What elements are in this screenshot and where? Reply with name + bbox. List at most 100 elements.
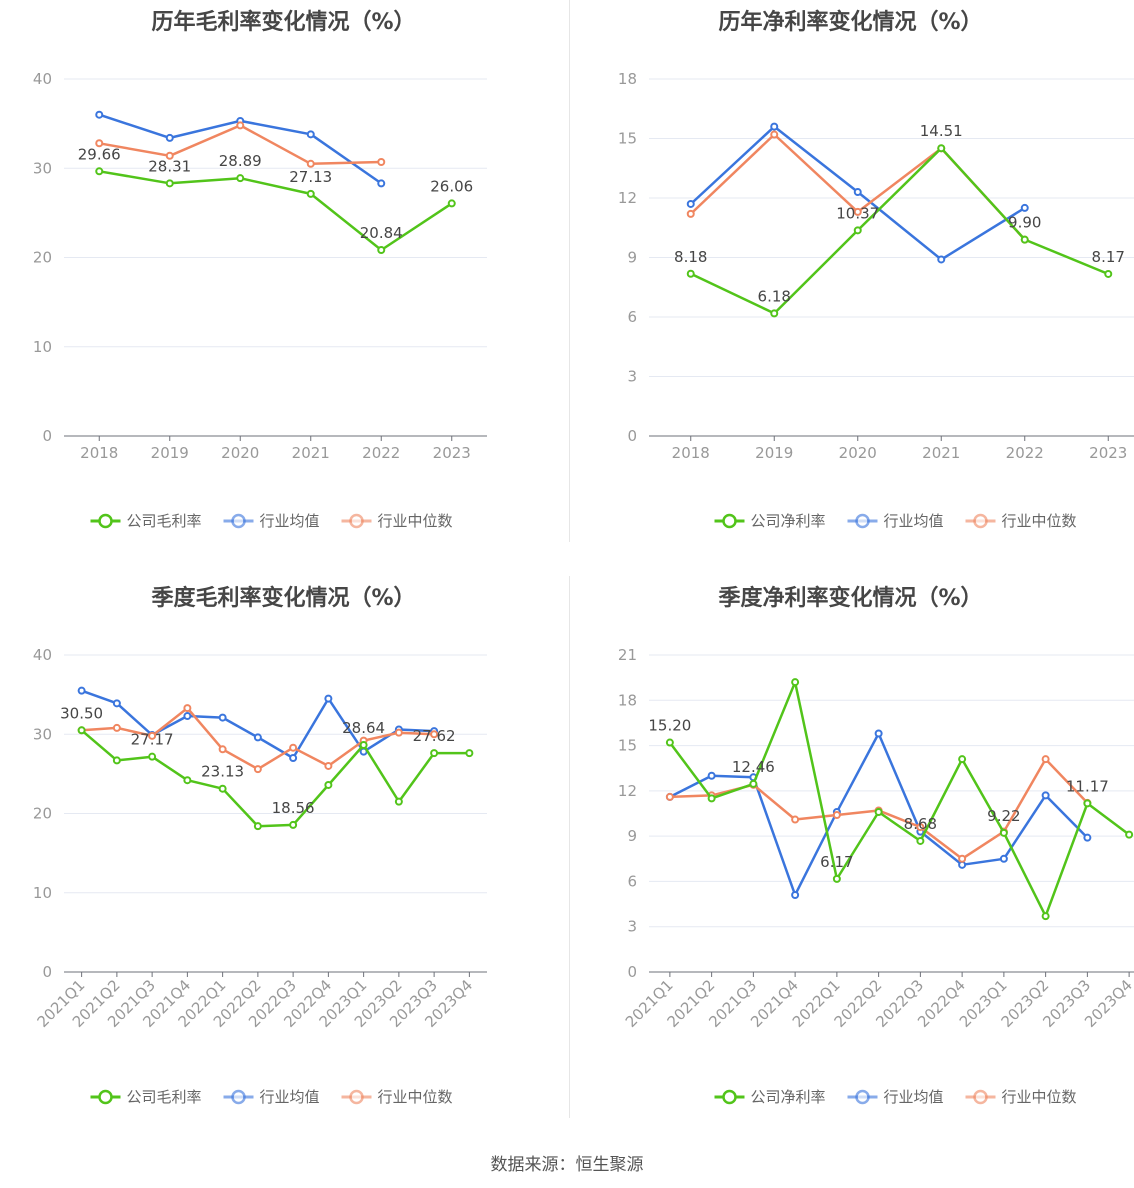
data-label: 8.17 (1092, 248, 1125, 266)
y-tick-label: 30 (33, 159, 52, 177)
x-tick-label: 2018 (672, 444, 710, 462)
chart-title: 季度净利率变化情况（%） (718, 586, 983, 611)
y-tick-label: 0 (627, 427, 637, 445)
panel-divider-bottom (569, 576, 570, 1118)
data-point (95, 139, 104, 148)
data-point (749, 779, 758, 788)
data-point (112, 756, 121, 765)
legend-item: 公司毛利率 (90, 512, 202, 530)
data-point (377, 246, 386, 255)
x-tick-label: 2018 (80, 444, 118, 462)
data-point (148, 731, 157, 740)
legend-label: 行业均值 (260, 512, 320, 530)
chart-title: 历年毛利率变化情况（%） (151, 10, 416, 35)
series-line (668, 680, 1130, 918)
data-point (707, 771, 716, 780)
x-tick-label: 2020 (221, 444, 259, 462)
legend-marker (98, 1089, 113, 1105)
data-point (937, 144, 946, 153)
data-label: 28.64 (342, 719, 385, 737)
y-tick-label: 15 (618, 130, 637, 148)
legend-item: 行业均值 (223, 512, 320, 530)
data-point (1041, 755, 1050, 764)
legend-item: 行业均值 (223, 1088, 320, 1106)
data-point (958, 854, 967, 863)
data-point (686, 269, 695, 278)
legend-label: 公司毛利率 (127, 1088, 202, 1106)
legend-item: 行业中位数 (341, 1088, 453, 1106)
data-label: 20.84 (360, 224, 403, 242)
legend-item: 行业中位数 (965, 512, 1077, 530)
data-point (770, 122, 779, 131)
data-point (1041, 912, 1050, 921)
data-point (707, 794, 716, 803)
data-point (324, 694, 333, 703)
data-point (770, 130, 779, 139)
data-label: 9.90 (1008, 214, 1041, 232)
chart-panel-annual-net-margin: 历年净利率变化情况（%） 0 3 6 9 12 15 18 2018 2019 2020 2021 2… (567, 0, 1134, 576)
legend-marker (231, 1089, 246, 1105)
data-label: 18.56 (272, 799, 315, 817)
data-point (253, 822, 262, 831)
chart-title: 季度毛利率变化情况（%） (151, 586, 416, 611)
data-point (165, 179, 174, 188)
y-tick-label: 10 (33, 338, 52, 356)
data-point (1083, 799, 1092, 808)
data-label: 6.17 (820, 853, 853, 871)
data-point (253, 733, 262, 742)
data-point (465, 749, 474, 758)
y-tick-label: 40 (33, 70, 52, 88)
data-point (1125, 830, 1134, 839)
data-point (183, 712, 192, 721)
chart-svg: 0 3 6 9 12 15 18 2018 2019 2020 2021 2022 2023 8.18 6.… (618, 70, 1134, 530)
data-point (430, 749, 439, 758)
data-point (832, 874, 841, 883)
data-point (999, 828, 1008, 837)
data-point (77, 726, 86, 735)
data-point (686, 209, 695, 218)
legend-marker (855, 1089, 870, 1105)
data-point (665, 792, 674, 801)
data-point (289, 743, 298, 752)
data-point (324, 780, 333, 789)
x-tick-label: 2020 (839, 444, 877, 462)
legend-marker (722, 513, 737, 529)
data-point (236, 121, 245, 130)
data-label: 14.51 (920, 122, 963, 140)
data-point (791, 891, 800, 900)
data-point (1020, 203, 1029, 212)
y-tick-label: 40 (33, 646, 52, 664)
legend-item: 公司净利率 (714, 1088, 826, 1106)
data-label: 8.18 (674, 248, 707, 266)
data-point (77, 686, 86, 695)
x-tick-label: 2022 (362, 444, 400, 462)
data-point (447, 199, 456, 208)
y-tick-label: 3 (627, 368, 637, 386)
data-label: 10.37 (836, 204, 879, 222)
data-point (791, 815, 800, 824)
data-label: 8.68 (904, 815, 937, 833)
legend-item: 行业中位数 (341, 512, 453, 530)
x-tick-label: 2023 (433, 444, 471, 462)
chart-title: 历年净利率变化情况（%） (718, 10, 983, 35)
data-point (874, 729, 883, 738)
data-point (236, 174, 245, 183)
data-point (686, 199, 695, 208)
data-point (218, 745, 227, 754)
y-tick-label: 0 (42, 427, 52, 445)
legend-label: 行业中位数 (1002, 512, 1077, 530)
x-tick-label: 2019 (755, 444, 793, 462)
legend-marker (349, 1089, 364, 1105)
data-source-note: 数据来源：恒生聚源 (490, 1155, 644, 1175)
series-line (689, 133, 1026, 241)
legend-marker (349, 513, 364, 529)
data-point (832, 811, 841, 820)
legend-label: 行业中位数 (1002, 1088, 1077, 1106)
chart-svg: 0102030402021Q12021Q22021Q32021Q42022Q12… (33, 646, 487, 1106)
series-line (690, 146, 1109, 315)
data-point (394, 797, 403, 806)
data-point (165, 133, 174, 142)
data-point (183, 776, 192, 785)
data-point (770, 309, 779, 318)
data-point (218, 713, 227, 722)
